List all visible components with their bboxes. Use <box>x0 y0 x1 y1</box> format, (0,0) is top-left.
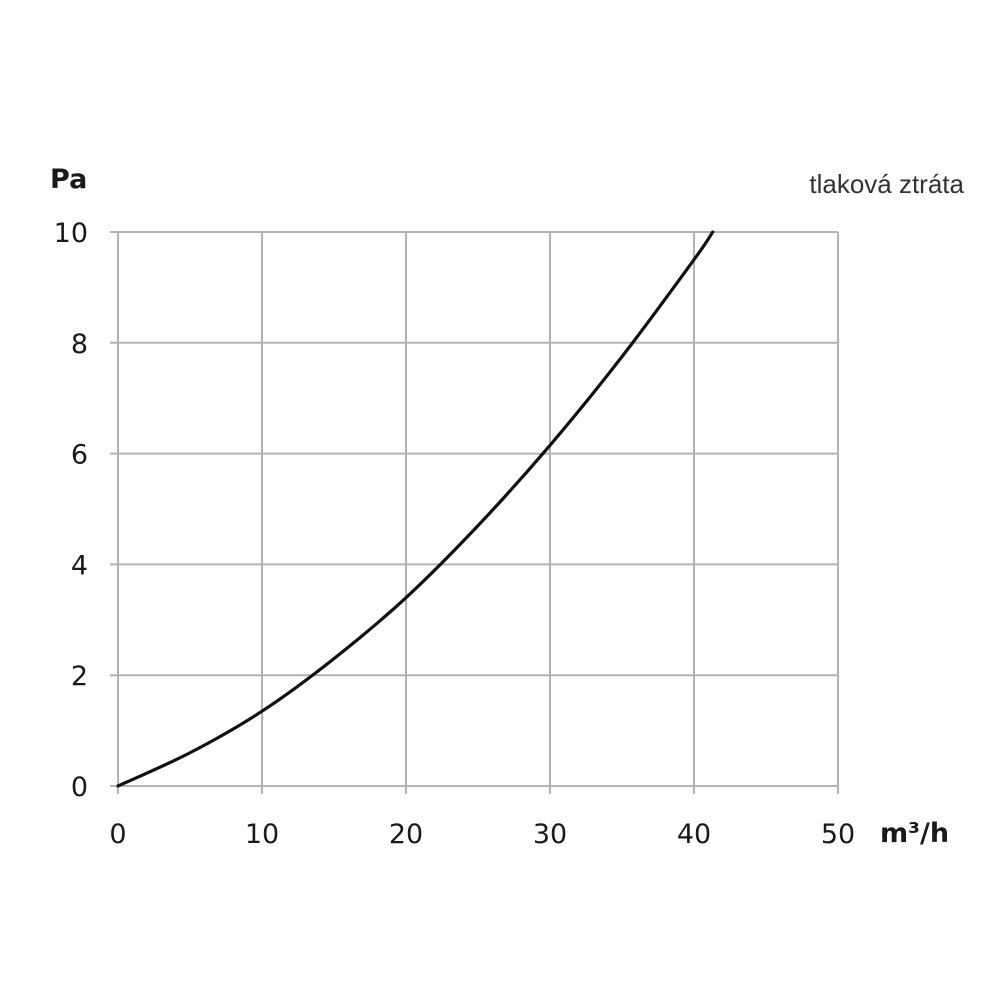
y-tick-label-8: 8 <box>71 329 88 360</box>
tick-labels: 0 10 20 30 40 50 0 2 4 6 8 10 <box>54 218 856 850</box>
y-tick-label-4: 4 <box>71 550 88 581</box>
grid <box>110 231 839 794</box>
legend-entry: tlaková ztráta <box>809 169 964 199</box>
x-tick-label-30: 30 <box>533 819 567 850</box>
y-tick-label-0: 0 <box>71 772 88 803</box>
series-layer <box>116 230 715 788</box>
y-tick-label-10: 10 <box>54 218 88 249</box>
x-tick-label-40: 40 <box>677 819 711 850</box>
y-tick-label-6: 6 <box>71 440 88 471</box>
y-tick-label-2: 2 <box>71 661 88 692</box>
x-tick-label-50: 50 <box>821 819 855 850</box>
x-axis-label: m³/h <box>880 818 949 849</box>
x-tick-label-0: 0 <box>109 819 126 850</box>
y-axis-label: Pa <box>50 164 87 195</box>
x-tick-label-20: 20 <box>389 819 423 850</box>
series-line-0 <box>116 230 715 788</box>
x-tick-label-10: 10 <box>245 819 279 850</box>
